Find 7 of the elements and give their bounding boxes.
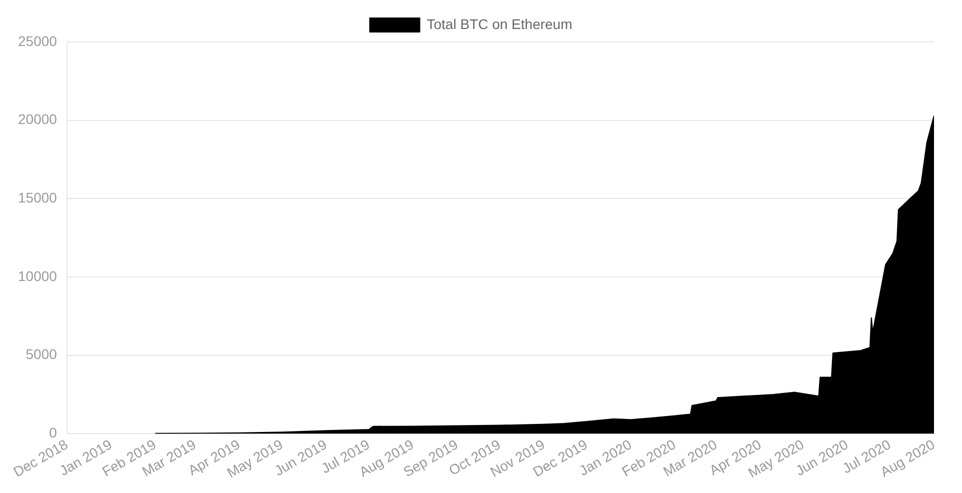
y-tick-label: 10000 (18, 268, 58, 284)
y-tick-label: 0 (49, 424, 58, 441)
y-tick-label: 15000 (18, 190, 58, 206)
y-tick-label: 5000 (26, 346, 58, 362)
y-tick-label: 20000 (18, 111, 58, 128)
y-tick-label: 25000 (18, 32, 58, 49)
legend-label: Total BTC on Ethereum (426, 16, 572, 32)
